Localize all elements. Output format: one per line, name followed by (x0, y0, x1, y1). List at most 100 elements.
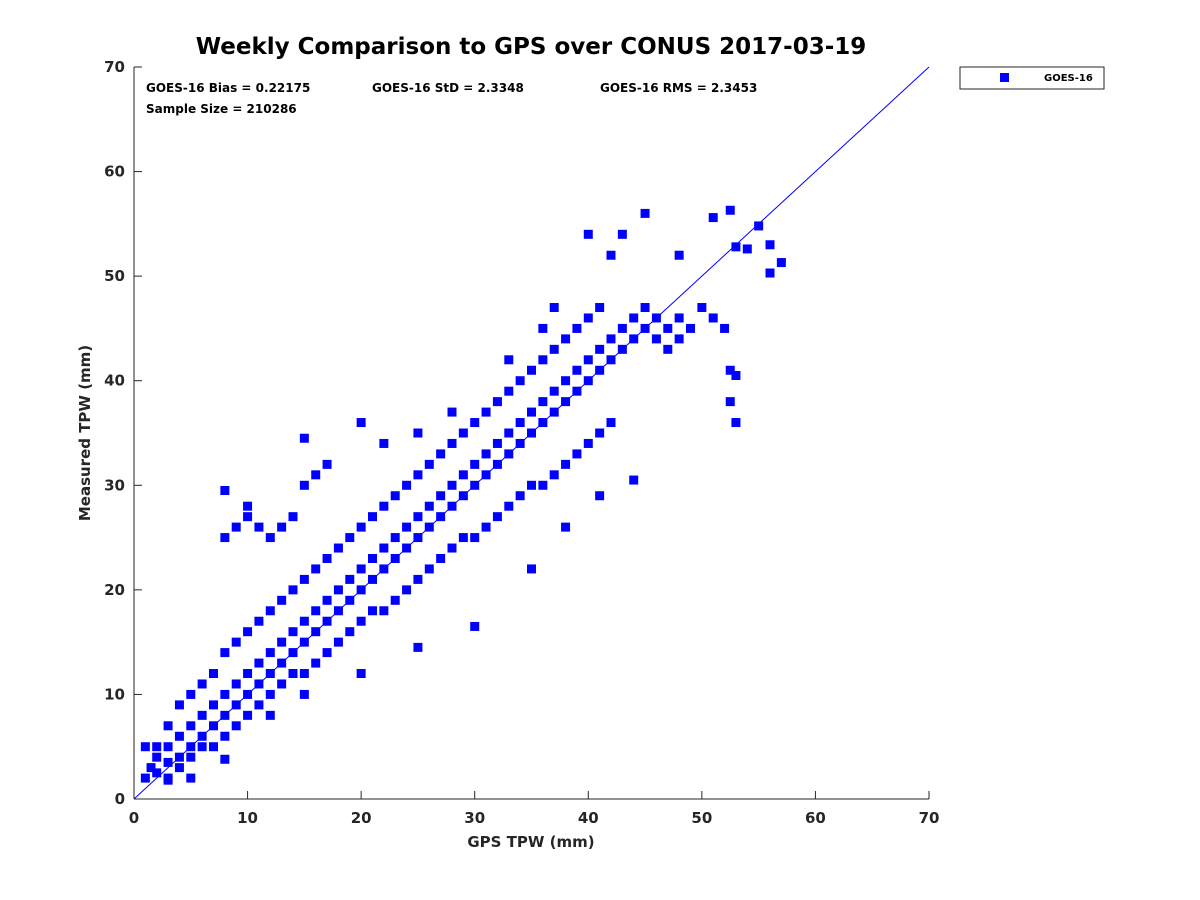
data-point (765, 268, 775, 278)
data-point (186, 689, 196, 699)
data-point (424, 459, 434, 469)
data-point (640, 208, 650, 218)
data-point (174, 731, 184, 741)
bias-stat: GOES-16 Bias = 0.22175 (146, 81, 310, 95)
data-point (595, 344, 605, 354)
data-point (220, 754, 230, 764)
data-point (447, 407, 457, 417)
data-point (583, 355, 593, 365)
data-point (254, 616, 264, 626)
data-point (345, 627, 355, 637)
x-tick-label: 70 (919, 809, 940, 827)
data-point (606, 334, 616, 344)
data-point (174, 700, 184, 710)
data-point (561, 522, 571, 532)
data-point (345, 574, 355, 584)
data-point (288, 585, 298, 595)
data-point (595, 303, 605, 313)
data-point (311, 564, 321, 574)
data-point (731, 418, 741, 428)
legend-label-goes16: GOES-16 (1044, 73, 1093, 84)
data-point (243, 512, 253, 522)
data-point (492, 438, 502, 448)
data-point (220, 689, 230, 699)
data-point (447, 480, 457, 490)
data-point (265, 648, 275, 658)
data-point (152, 742, 162, 752)
legend-box (959, 66, 1105, 90)
data-point (470, 459, 480, 469)
data-point (265, 710, 275, 720)
data-point (265, 689, 275, 699)
data-point (333, 637, 343, 647)
data-point (140, 742, 150, 752)
data-point (629, 313, 639, 323)
data-point (436, 491, 446, 501)
data-point (209, 669, 218, 679)
data-point (515, 418, 525, 428)
data-point (197, 742, 207, 752)
data-point (742, 244, 752, 254)
data-point (368, 553, 377, 563)
x-tick-label: 0 (129, 809, 139, 827)
data-point (220, 731, 230, 741)
data-point (492, 397, 502, 407)
data-point (725, 397, 735, 407)
data-point (379, 543, 389, 553)
data-point (549, 303, 559, 313)
data-point (697, 303, 707, 313)
x-tick-label: 20 (351, 809, 372, 827)
data-point (390, 491, 400, 501)
data-point (708, 213, 718, 223)
data-point (231, 679, 241, 689)
data-point (583, 313, 593, 323)
data-point (390, 595, 400, 605)
data-point (424, 564, 434, 574)
x-tick-label: 60 (805, 809, 826, 827)
data-point (288, 512, 298, 522)
data-point (413, 574, 423, 584)
data-point (220, 648, 230, 658)
data-point (731, 242, 741, 252)
data-point (504, 501, 514, 511)
data-point (265, 606, 275, 616)
data-point (356, 564, 366, 574)
data-point (163, 742, 173, 752)
data-point (470, 621, 480, 631)
data-point (243, 710, 253, 720)
data-point (322, 459, 332, 469)
data-point (424, 501, 434, 511)
data-point (299, 480, 309, 490)
data-point (197, 710, 207, 720)
data-point (163, 775, 173, 785)
data-point (231, 637, 241, 647)
data-point (731, 370, 741, 380)
data-point (368, 512, 377, 522)
legend-marker-goes16 (1000, 73, 1009, 82)
data-point (379, 438, 389, 448)
data-point (492, 512, 502, 522)
data-point (413, 428, 423, 438)
data-point (595, 491, 605, 501)
data-point (549, 386, 559, 396)
data-point (186, 773, 196, 783)
data-point (776, 258, 786, 268)
data-point (725, 205, 735, 215)
data-point (152, 768, 162, 778)
y-tick-label: 20 (104, 581, 125, 599)
data-point (481, 522, 491, 532)
data-point (538, 355, 548, 365)
rms-stat: GOES-16 RMS = 2.3453 (600, 81, 757, 95)
data-point (379, 501, 389, 511)
data-point (277, 522, 287, 532)
data-point (390, 533, 400, 543)
data-point (436, 553, 446, 563)
x-tick-label: 30 (464, 809, 485, 827)
data-point (754, 221, 764, 231)
data-point (254, 522, 264, 532)
data-point (231, 721, 241, 731)
data-point (538, 397, 548, 407)
data-point (186, 721, 196, 731)
x-axis-ticks: 0 10 20 30 40 50 60 70 (129, 791, 940, 827)
